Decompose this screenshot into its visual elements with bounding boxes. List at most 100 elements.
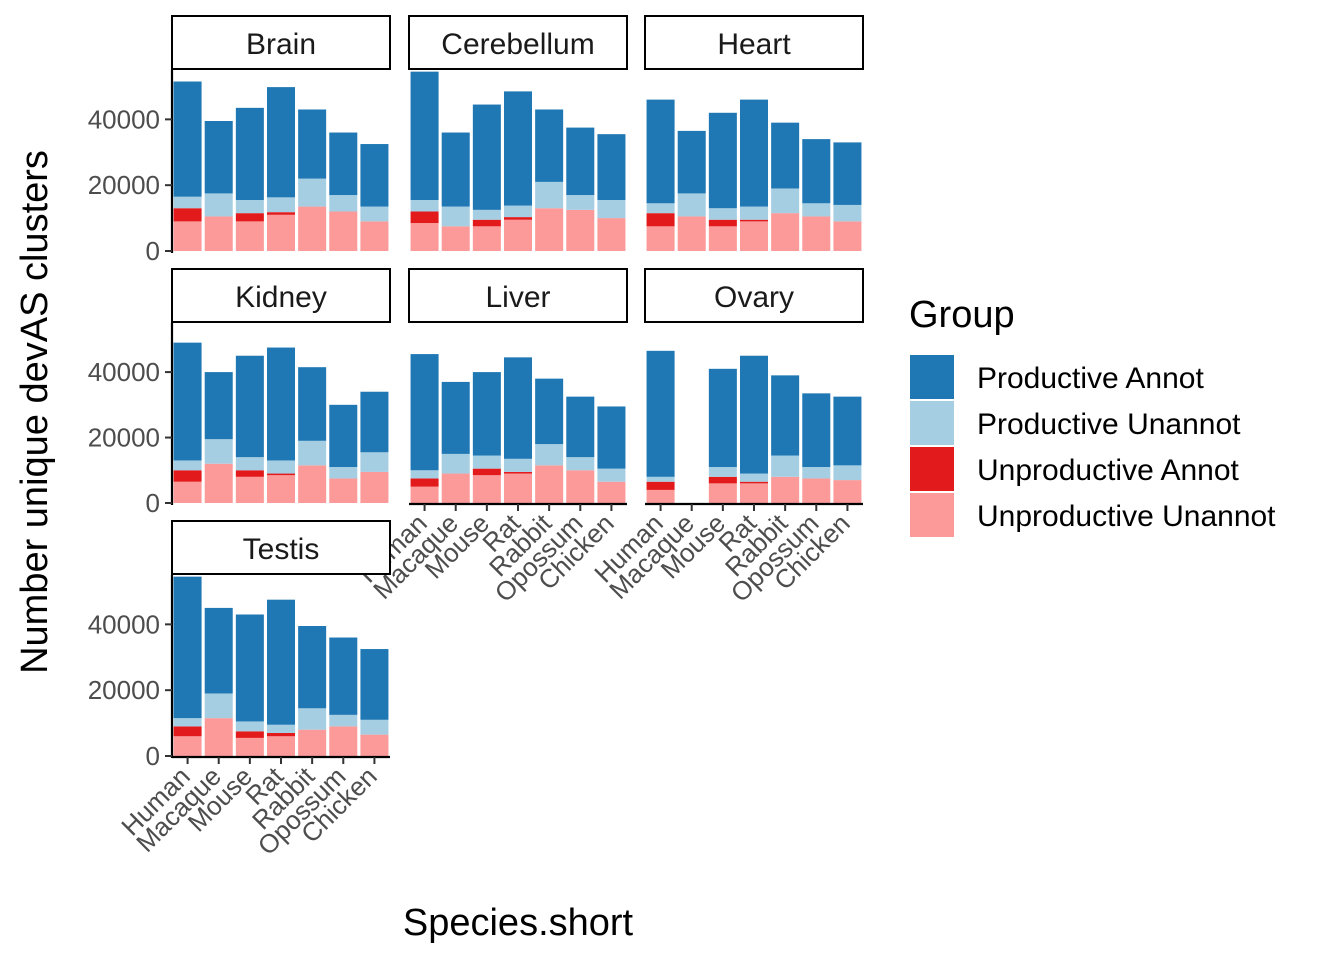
bar-segment-mouse-productive-unannot	[235, 721, 264, 732]
bar-segment-rat-productive-annot	[266, 347, 296, 461]
bar-segment-macaque-productive-annot	[204, 121, 233, 194]
facet-panel-ovary: OvaryHumanMacaqueMouseRatRabbitOpossumCh…	[588, 268, 864, 608]
bar-segment-mouse-productive-unannot	[472, 209, 501, 220]
bar-segment-human-productive-annot	[173, 342, 202, 461]
bar-segment-human-productive-unannot	[410, 199, 439, 212]
bar-segment-macaque-productive-annot	[677, 130, 706, 194]
bar-segment-chicken-productive-unannot	[360, 719, 389, 735]
bar-segment-rat-productive-unannot	[266, 460, 296, 474]
bar-segment-rat-productive-unannot	[739, 473, 769, 482]
bar-segment-rat-productive-unannot	[266, 197, 296, 213]
bar-segment-mouse-unproductive-unannot	[708, 226, 737, 251]
bar-segment-rat-productive-annot	[739, 355, 769, 474]
bar-segment-human-unproductive-unannot	[173, 736, 202, 756]
strip-box	[408, 15, 628, 70]
y-tick-label: 40000	[88, 609, 160, 639]
bar-segment-macaque-productive-annot	[441, 132, 470, 207]
bar-segment-mouse-unproductive-unannot	[708, 483, 737, 503]
bar-segment-rat-productive-annot	[503, 91, 533, 206]
bar-segment-chicken-productive-annot	[360, 144, 389, 207]
bar-segment-opossum-productive-unannot	[802, 467, 831, 479]
bar-segment-opossum-productive-annot	[566, 127, 595, 196]
bar-segment-chicken-productive-unannot	[833, 204, 862, 222]
bar-segment-opossum-productive-unannot	[329, 714, 358, 727]
bar-segment-rabbit-productive-unannot	[298, 178, 327, 207]
bar-segment-rat-unproductive-annot	[266, 473, 296, 476]
legend-label-unproductive-unannot: Unproductive Unannot	[977, 500, 1276, 533]
bar-segment-mouse-unproductive-unannot	[472, 475, 501, 503]
bar-segment-human-unproductive-annot	[646, 481, 675, 490]
strip-box	[171, 520, 391, 575]
bar-segment-macaque-unproductive-unannot	[677, 216, 706, 251]
bar-segment-chicken-productive-annot	[833, 396, 862, 466]
bar-segment-human-unproductive-unannot	[410, 486, 439, 503]
bar-segment-rabbit-productive-annot	[771, 375, 800, 456]
legend-title: Group	[909, 294, 1015, 336]
bar-segment-macaque-productive-unannot	[441, 206, 470, 227]
bar-segment-rabbit-productive-annot	[298, 367, 327, 441]
bar-segment-human-unproductive-unannot	[410, 223, 439, 251]
bar-segment-opossum-unproductive-unannot	[329, 478, 358, 503]
bar-segment-chicken-unproductive-unannot	[360, 221, 389, 251]
bar-segment-human-unproductive-annot	[410, 478, 439, 487]
bar-segment-mouse-unproductive-annot	[708, 476, 737, 484]
bar-segment-human-unproductive-unannot	[646, 489, 675, 503]
bar-segment-mouse-unproductive-unannot	[472, 226, 501, 251]
strip-label: Liver	[485, 281, 550, 314]
bar-segment-human-unproductive-annot	[173, 470, 202, 482]
bar-segment-macaque-productive-unannot	[677, 193, 706, 217]
bar-segment-mouse-unproductive-unannot	[235, 221, 264, 251]
bar-segment-chicken-unproductive-unannot	[833, 221, 862, 251]
bar-segment-opossum-productive-unannot	[329, 195, 358, 212]
bar-segment-mouse-productive-unannot	[708, 208, 737, 220]
bar-segment-rat-productive-annot	[266, 87, 296, 198]
bar-segment-chicken-productive-annot	[597, 406, 626, 469]
bar-segment-human-productive-annot	[646, 350, 675, 477]
bar-segment-rat-unproductive-annot	[266, 212, 296, 215]
bar-segment-opossum-productive-unannot	[566, 457, 595, 471]
bar-segment-mouse-productive-annot	[235, 107, 264, 200]
bar-segment-human-unproductive-annot	[173, 726, 202, 737]
bar-segment-chicken-productive-unannot	[360, 206, 389, 222]
bar-segment-rabbit-productive-unannot	[298, 440, 327, 466]
bar-segment-macaque-unproductive-unannot	[441, 226, 470, 251]
bar-segment-rat-productive-annot	[739, 99, 769, 207]
bar-segment-chicken-productive-annot	[833, 142, 862, 205]
bar-segment-mouse-unproductive-annot	[472, 219, 501, 227]
legend-label-productive-annot: Productive Annot	[977, 362, 1204, 395]
bar-segment-rat-unproductive-unannot	[266, 214, 296, 251]
bar-segment-macaque-unproductive-unannot	[204, 463, 233, 503]
bar-segment-macaque-productive-unannot	[441, 453, 470, 474]
bar-segment-rat-productive-unannot	[739, 206, 769, 220]
bar-segment-mouse-productive-unannot	[235, 457, 264, 471]
y-tick-label: 20000	[88, 675, 160, 705]
bar-segment-opossum-productive-unannot	[802, 203, 831, 217]
legend-label-productive-unannot: Productive Unannot	[977, 408, 1241, 441]
bar-segment-human-productive-unannot	[410, 470, 439, 479]
legend: Group Productive Annot Productive Unannot…	[909, 294, 1276, 537]
bar-segment-human-productive-unannot	[646, 476, 675, 482]
bar-segment-rabbit-productive-annot	[535, 109, 564, 182]
bar-segment-chicken-productive-unannot	[597, 468, 626, 482]
bar-segment-rabbit-unproductive-unannot	[535, 208, 564, 251]
bar-segment-rat-unproductive-annot	[503, 217, 533, 220]
bar-segment-rabbit-productive-annot	[298, 626, 327, 709]
strip-label: Cerebellum	[441, 28, 594, 61]
bar-segment-opossum-productive-annot	[329, 637, 358, 715]
bar-segment-chicken-productive-annot	[597, 134, 626, 200]
y-tick-label: 0	[146, 488, 160, 518]
bar-segment-mouse-unproductive-unannot	[235, 476, 264, 503]
strip-label: Testis	[243, 533, 320, 566]
bar-segment-chicken-unproductive-unannot	[597, 481, 626, 503]
y-tick-label: 20000	[88, 170, 160, 200]
bar-segment-opossum-productive-unannot	[566, 195, 595, 210]
bar-segment-human-productive-annot	[173, 576, 202, 719]
legend-key-productive-unannot	[910, 401, 954, 445]
bar-segment-rat-unproductive-unannot	[739, 483, 769, 503]
y-tick-label: 40000	[88, 357, 160, 387]
bar-segment-chicken-unproductive-unannot	[360, 734, 389, 756]
bar-segment-mouse-productive-unannot	[472, 455, 501, 469]
bar-segment-opossum-unproductive-unannot	[566, 470, 595, 503]
bar-segment-mouse-productive-annot	[235, 355, 264, 458]
bar-segment-rat-productive-unannot	[266, 724, 296, 733]
